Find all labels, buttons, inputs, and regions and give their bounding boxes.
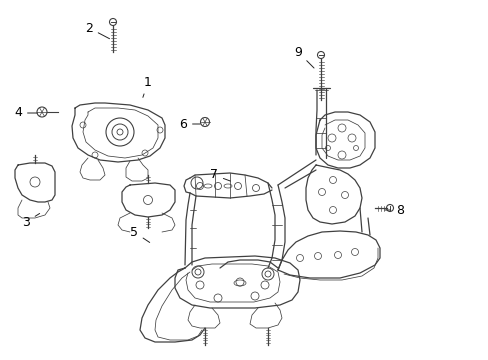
Text: 5: 5: [130, 225, 149, 242]
Text: 2: 2: [85, 22, 109, 39]
Text: 6: 6: [179, 117, 200, 130]
Text: 1: 1: [142, 76, 152, 97]
Text: 9: 9: [293, 45, 313, 68]
Text: 8: 8: [384, 203, 403, 216]
Text: 3: 3: [22, 213, 40, 229]
Text: 4: 4: [14, 107, 37, 120]
Text: 7: 7: [209, 168, 230, 181]
